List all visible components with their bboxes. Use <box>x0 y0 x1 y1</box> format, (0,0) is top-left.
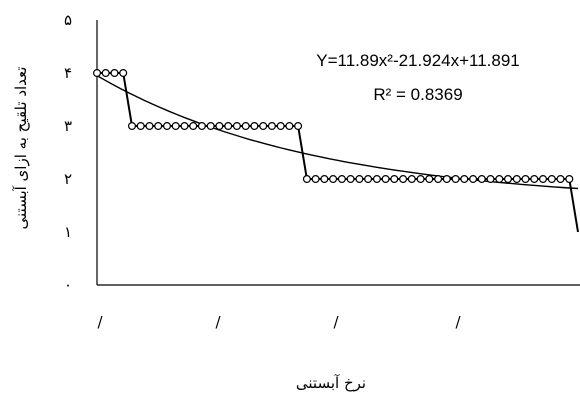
data-point <box>337 175 346 184</box>
data-point <box>267 121 276 130</box>
data-point <box>434 175 443 184</box>
data-point <box>547 175 556 184</box>
data-point <box>486 175 495 184</box>
axes <box>96 20 580 286</box>
data-point <box>381 175 390 184</box>
data-point <box>407 175 416 184</box>
data-point <box>451 175 460 184</box>
data-point <box>232 121 241 130</box>
data-point <box>189 121 198 130</box>
data-point <box>469 175 478 184</box>
y-tick-label: ۲ <box>64 170 72 188</box>
data-point <box>521 175 530 184</box>
data-point <box>224 121 233 130</box>
data-point <box>565 175 574 184</box>
data-point <box>530 175 539 184</box>
trendline-group <box>96 74 579 190</box>
data-point <box>556 175 565 184</box>
data-point <box>128 121 137 130</box>
data-point <box>329 175 338 184</box>
x-tick-label: / <box>333 313 339 331</box>
data-point <box>538 175 547 184</box>
y-tick-label: ۳ <box>64 117 72 135</box>
x-tick-labels: / / / / <box>97 313 461 331</box>
data-point <box>206 121 215 130</box>
data-point <box>119 68 128 77</box>
data-point <box>92 68 101 77</box>
data-point <box>285 121 294 130</box>
x-tick-label: / <box>97 313 103 331</box>
trendline-r-squared: R² = 0.8369 <box>373 85 462 104</box>
equation-block: Y=11.89x²-21.924x+11.891 R² = 0.8369 <box>316 51 520 104</box>
data-point <box>241 121 250 130</box>
data-point <box>180 121 189 130</box>
y-axis-title: تعداد تلقیح به ازای آبستنی <box>12 67 30 230</box>
data-point <box>259 121 268 130</box>
x-tick-label: / <box>455 313 461 331</box>
data-point <box>372 175 381 184</box>
data-point <box>346 175 355 184</box>
y-tick-label: ۱ <box>64 223 72 241</box>
data-point <box>302 175 311 184</box>
y-tick-label: ۴ <box>64 64 72 82</box>
data-point <box>504 175 513 184</box>
data-point <box>390 175 399 184</box>
data-point <box>477 175 486 184</box>
data-point <box>136 121 145 130</box>
data-point <box>495 175 504 184</box>
series-line <box>97 72 579 233</box>
x-tick-label: / <box>215 313 221 331</box>
data-point <box>250 121 259 130</box>
data-point <box>311 175 320 184</box>
y-tick-label: ۰ <box>64 276 72 294</box>
x-axis-title: نرخ آبستنی <box>296 374 366 392</box>
data-point <box>320 175 329 184</box>
trendline-equation: Y=11.89x²-21.924x+11.891 <box>316 51 520 70</box>
data-point <box>276 121 285 130</box>
data-point <box>145 121 154 130</box>
data-point <box>425 175 434 184</box>
data-point <box>215 121 224 130</box>
data-point <box>460 175 469 184</box>
data-point <box>171 121 180 130</box>
data-point <box>197 121 206 130</box>
data-point <box>163 121 172 130</box>
data-point <box>154 121 163 130</box>
data-point <box>442 175 451 184</box>
y-tick-labels: ۰ ۱ ۲ ۳ ۴ ۵ <box>64 11 72 294</box>
trendline-curve <box>96 74 579 190</box>
data-point <box>364 175 373 184</box>
series-group <box>92 68 579 233</box>
data-point <box>416 175 425 184</box>
data-point <box>294 121 303 130</box>
data-point <box>355 175 364 184</box>
data-point <box>110 68 119 77</box>
y-tick-label: ۵ <box>64 11 72 29</box>
data-point <box>399 175 408 184</box>
data-point <box>512 175 521 184</box>
data-point <box>101 68 110 77</box>
